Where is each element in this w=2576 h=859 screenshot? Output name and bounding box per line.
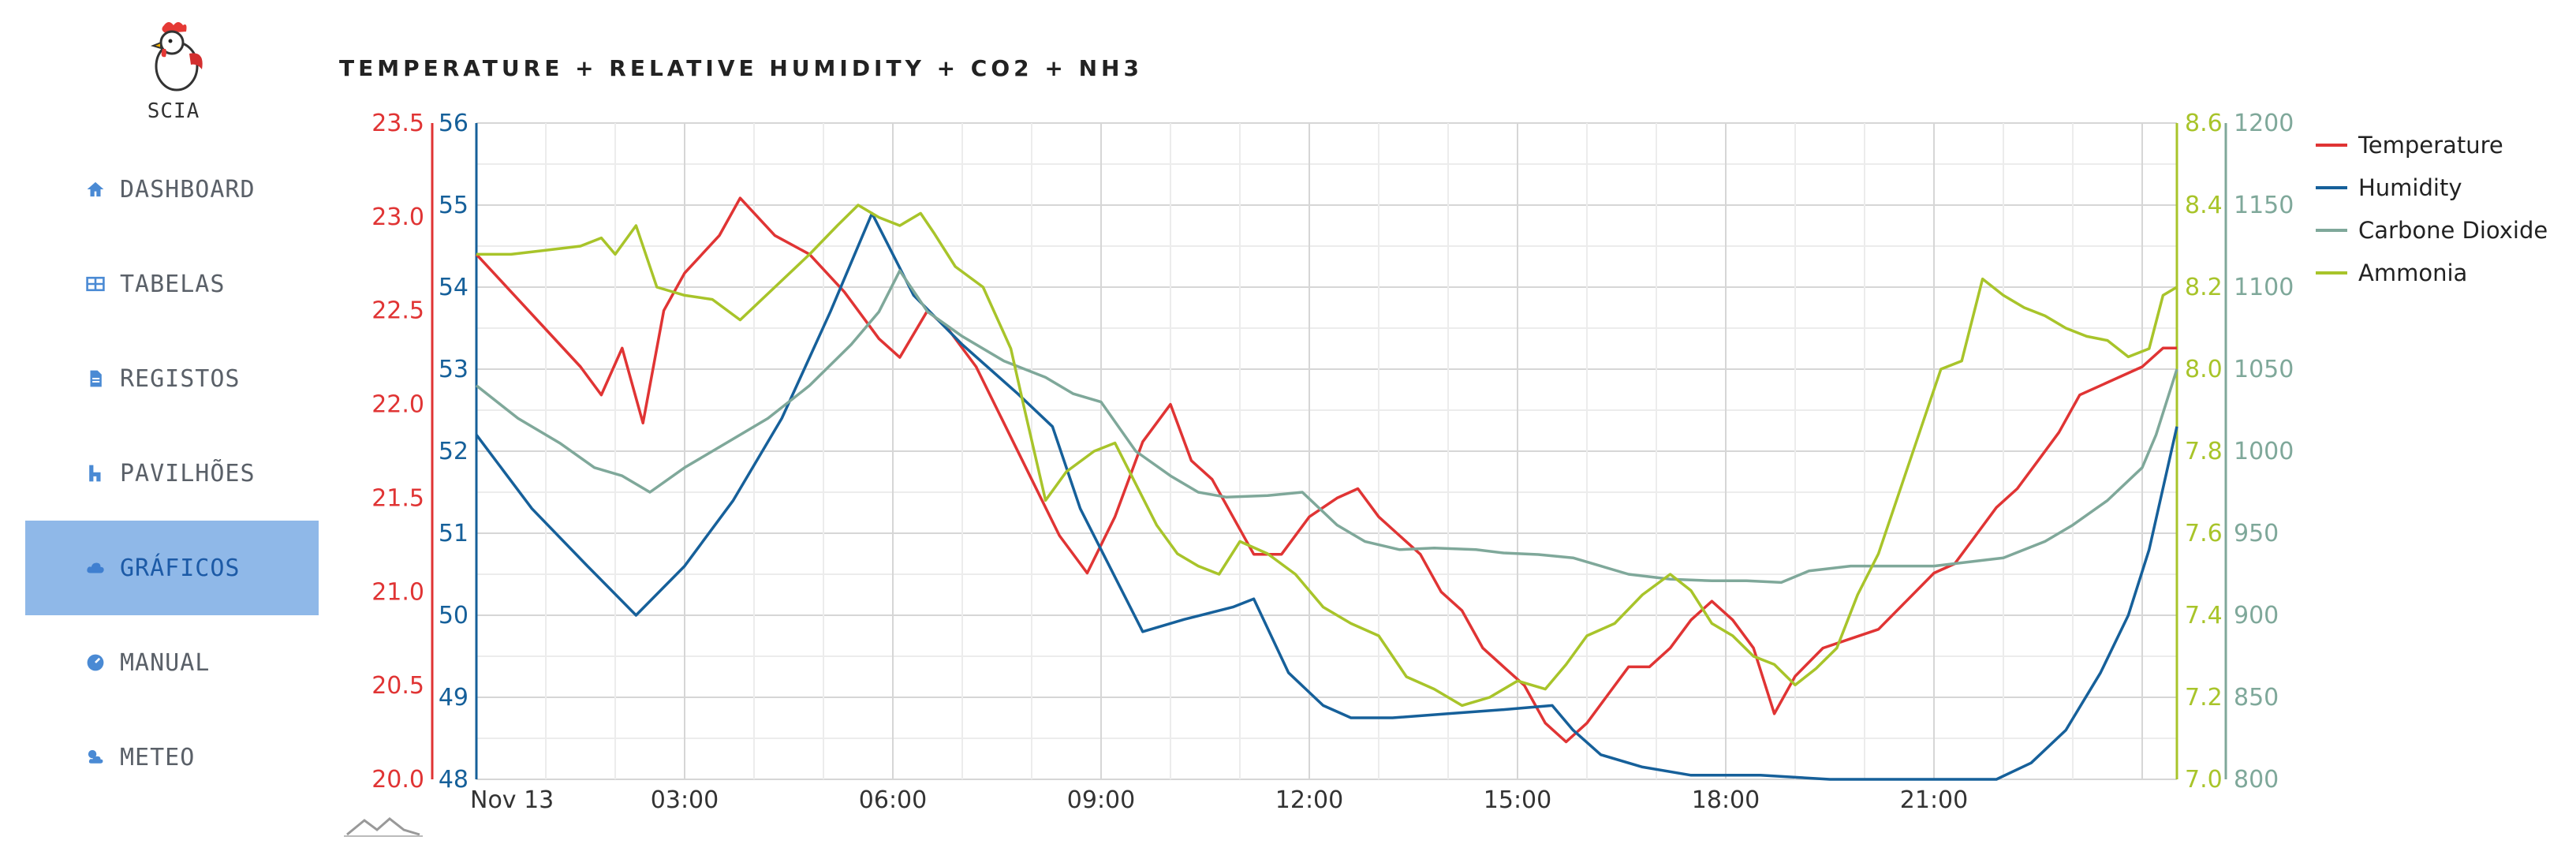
ammonia-tick-label: 8.4 <box>2185 192 2223 219</box>
x-tick-label: 15:00 <box>1484 786 1551 814</box>
ammonia-tick-label: 8.6 <box>2185 110 2223 137</box>
sidebar-item-label: METEO <box>120 743 196 771</box>
chart-legend: Temperature Humidity Carbone Dioxide Ammoni… <box>2316 132 2548 286</box>
temperature-tick-label: 23.0 <box>371 204 424 231</box>
temperature-tick-label: 21.5 <box>371 484 424 512</box>
co2-tick-label: 1150 <box>2234 192 2294 219</box>
barn-icon <box>89 465 101 482</box>
chart-title: TEMPERATURE + RELATIVE HUMIDITY + CO2 + … <box>339 55 1143 81</box>
series-line-carbone-dioxide <box>475 269 2178 584</box>
sidebar-item-label: REGISTOS <box>120 364 241 393</box>
humidity-tick-label: 51 <box>439 520 469 547</box>
co2-tick-label: 800 <box>2234 766 2279 794</box>
table-icon <box>86 276 105 292</box>
x-tick-label: Nov 13 <box>470 786 554 814</box>
humidity-tick-label: 53 <box>439 356 469 383</box>
sidebar-item-label: GRÁFICOS <box>120 554 241 582</box>
co2-tick-label: 950 <box>2234 520 2279 547</box>
legend-label: Humidity <box>2358 174 2462 201</box>
co2-tick-label: 850 <box>2234 684 2279 711</box>
series-line-ammonia <box>476 204 2178 708</box>
co2-tick-label: 1200 <box>2234 110 2294 137</box>
sidebar-item-label: MANUAL <box>120 648 211 677</box>
chart-axes: Nov 13 03:00 06:00 09:00 12:00 15:00 18:00 21:0… <box>371 110 2294 814</box>
ammonia-tick-label: 7.0 <box>2185 766 2223 794</box>
ammonia-tick-label: 8.0 <box>2185 356 2223 383</box>
series-line-temperature <box>475 196 2177 744</box>
sidebar-item-graficos[interactable]: GRÁFICOS <box>25 521 319 615</box>
temperature-tick-label: 21.0 <box>371 578 424 606</box>
legend-item[interactable]: Temperature <box>2316 132 2503 159</box>
x-tick-label: 12:00 <box>1275 786 1343 814</box>
humidity-tick-label: 50 <box>439 602 469 629</box>
ammonia-tick-label: 7.8 <box>2185 438 2223 465</box>
legend-label: Carbone Dioxide <box>2358 217 2548 244</box>
x-tick-label: 18:00 <box>1692 786 1760 814</box>
humidity-tick-label: 56 <box>439 110 469 137</box>
legend-label: Temperature <box>2358 132 2503 159</box>
humidity-tick-label: 54 <box>439 274 469 301</box>
ammonia-tick-label: 7.4 <box>2185 602 2223 629</box>
temperature-tick-label: 23.5 <box>371 110 424 137</box>
co2-tick-label: 1050 <box>2234 356 2294 383</box>
legend-label: Ammonia <box>2358 260 2467 286</box>
co2-tick-label: 900 <box>2234 602 2279 629</box>
sidebar-item-meteo[interactable]: METEO <box>25 710 319 805</box>
legend-item[interactable]: Ammonia <box>2316 260 2467 286</box>
ammonia-tick-label: 7.6 <box>2185 520 2223 547</box>
x-tick-label: 21:00 <box>1900 786 1968 814</box>
temperature-tick-label: 20.0 <box>371 766 424 794</box>
sidebar-item-label: PAVILHÕES <box>120 459 256 487</box>
sidebar-item-registos[interactable]: REGISTOS <box>25 331 319 426</box>
sidebar-item-dashboard[interactable]: DASHBOARD <box>25 142 319 237</box>
rooster-logo-icon[interactable] <box>134 19 213 98</box>
sidebar-item-label: DASHBOARD <box>120 175 256 204</box>
sidebar-item-pavilhoes[interactable]: PAVILHÕES <box>25 426 319 521</box>
sidebar: SCIA DASHBOARD TABELAS REGISTOS PAVILHÕE… <box>0 0 323 859</box>
x-tick-label: 06:00 <box>859 786 927 814</box>
sidebar-item-tabelas[interactable]: TABELAS <box>25 237 319 331</box>
legend-item[interactable]: Humidity <box>2316 174 2462 201</box>
chart-grid <box>476 122 2177 780</box>
sidebar-item-label: TABELAS <box>120 270 226 298</box>
sidebar-item-manual[interactable]: MANUAL <box>25 615 319 710</box>
chart-zoom-navigator-icon[interactable] <box>344 817 423 837</box>
temperature-tick-label: 20.5 <box>371 672 424 700</box>
co2-tick-label: 1000 <box>2234 438 2294 465</box>
series-line-humidity <box>475 211 2178 781</box>
app-logo-text: SCIA <box>147 99 200 123</box>
humidity-tick-label: 48 <box>439 766 469 794</box>
temperature-tick-label: 22.0 <box>371 391 424 419</box>
co2-tick-label: 1100 <box>2234 274 2294 301</box>
legend-item[interactable]: Carbone Dioxide <box>2316 217 2548 244</box>
ammonia-tick-label: 7.2 <box>2185 684 2223 711</box>
x-tick-label: 09:00 <box>1067 786 1135 814</box>
gauge-icon <box>87 654 104 671</box>
humidity-tick-label: 55 <box>439 192 469 219</box>
humidity-tick-label: 52 <box>439 438 469 465</box>
cloud-icon <box>87 562 104 573</box>
weather-icon <box>88 749 103 764</box>
ammonia-tick-label: 8.2 <box>2185 274 2223 301</box>
humidity-tick-label: 49 <box>439 684 469 711</box>
temperature-tick-label: 22.5 <box>371 297 424 325</box>
x-tick-label: 03:00 <box>651 786 719 814</box>
home-icon <box>87 181 104 197</box>
chart-series <box>475 196 2178 781</box>
file-icon <box>90 370 102 387</box>
